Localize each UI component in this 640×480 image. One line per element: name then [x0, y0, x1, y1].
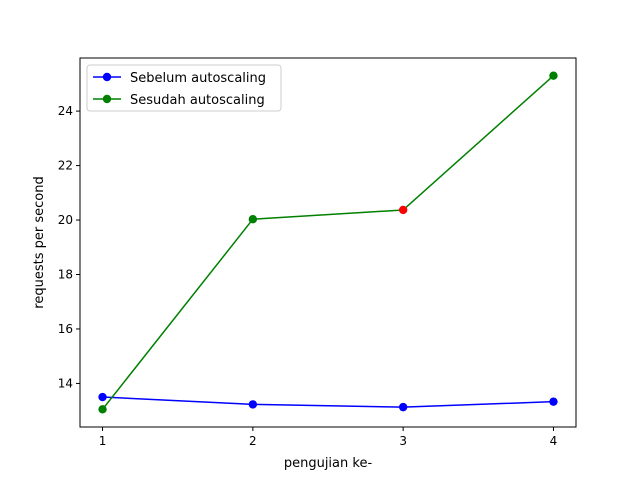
data-point: [549, 71, 558, 80]
x-tick-label: 1: [99, 434, 107, 448]
x-tick-label: 3: [399, 434, 407, 448]
data-point: [549, 397, 558, 406]
series-line-2: [101, 75, 554, 410]
highlighted-data-point: [398, 205, 408, 215]
plot-frame: [79, 57, 577, 428]
x-axis-label: pengujian ke-: [284, 456, 373, 471]
legend-marker: [102, 94, 112, 104]
x-tick-label: 4: [550, 434, 558, 448]
y-axis-label: requests per second: [32, 176, 47, 308]
series-line-1: [102, 396, 554, 408]
legend-marker: [102, 72, 112, 82]
y-tick-label: 18: [58, 267, 73, 281]
legend-label: Sesudah autoscaling: [130, 93, 265, 108]
y-tick-label: 20: [58, 213, 73, 227]
data-point: [398, 402, 408, 412]
plot-area: [98, 71, 558, 414]
data-point: [98, 405, 107, 414]
legend-label: Sebelum autoscaling: [130, 71, 266, 86]
legend-box: [86, 64, 282, 112]
data-point: [248, 400, 258, 409]
y-tick-label: 22: [58, 159, 73, 173]
y-tick-label: 16: [58, 322, 73, 336]
legend: Sebelum autoscaling Sesudah autoscaling: [86, 64, 282, 112]
data-point: [248, 215, 258, 224]
y-tick-label: 14: [58, 376, 73, 390]
y-axis: 14 16 18 20 22 24: [58, 104, 80, 390]
data-point: [98, 392, 107, 402]
x-axis: 1 2 3 4: [99, 427, 558, 448]
x-tick-label: 2: [249, 434, 257, 448]
y-tick-label: 24: [58, 104, 73, 118]
